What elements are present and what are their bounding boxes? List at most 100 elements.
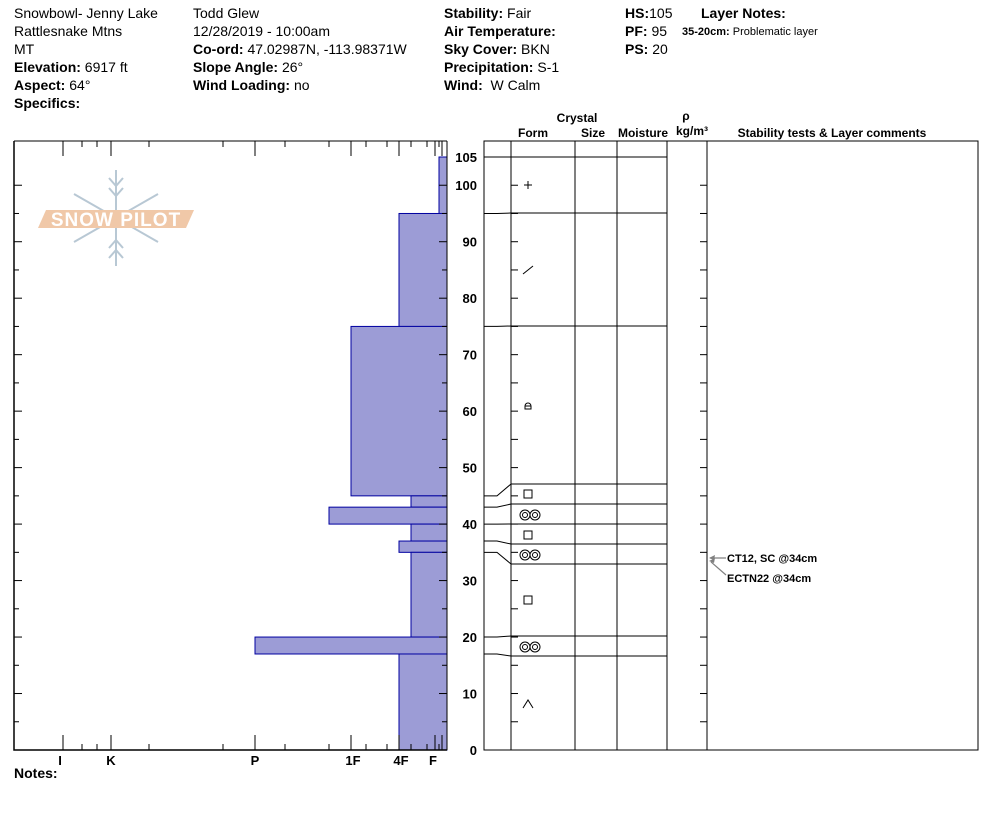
inner-circle [522,512,528,518]
observation-info: Todd Glew 12/28/2019 - 10:00am Co-ord: 4… [193,4,407,94]
pf: PF: 95 [625,23,668,39]
square-icon [523,595,533,605]
grid-frame [483,140,979,751]
depth-label: 50 [463,461,477,476]
square-icon [523,530,533,540]
stability-test-label: CT12, SC @34cm [727,553,817,565]
precipitation: Precipitation: S-1 [444,59,560,75]
outer-circle [519,509,531,521]
hardness-tick-label: K [106,753,116,768]
snowpilot-logo: SNOW PILOT [38,170,194,266]
outer-circle [529,549,541,561]
logo-text: SNOW PILOT [51,210,181,231]
header-crystal: Crystal [557,111,598,125]
layer-connector [484,653,512,657]
header-size: Size [581,126,605,140]
hardness-layer [398,212,448,327]
datetime: 12/28/2019 - 10:00am [193,23,330,39]
elevation: Elevation: 6917 ft [14,59,128,75]
header-moisture: Moisture [618,126,668,140]
layer-connector [484,503,512,508]
facet-stroke [524,402,532,410]
depth-label: 90 [463,235,477,250]
plus-stroke [524,181,532,189]
state: MT [14,41,35,57]
square-stroke [523,489,533,499]
square-stroke [523,595,533,605]
inner-circle [532,552,538,558]
aspect: Aspect: 64° [14,77,91,93]
depth-label: 20 [463,630,477,645]
air-temp: Air Temperature: [444,23,556,39]
depth-label: 100 [455,178,477,193]
depth-label: 60 [463,404,477,419]
layer-grid: CT12, SC @34cm ECTN22 @34cm [483,140,979,751]
depth-label: 10 [463,687,477,702]
square-stroke [523,530,533,540]
hardness-tick-label: 4F [393,753,408,768]
depth-label: 40 [463,517,477,532]
slash-icon [522,265,534,275]
double-circle-icon [519,549,541,561]
header-comments: Stability tests & Layer comments [738,126,927,140]
hardness-layer [410,495,448,508]
wind-loading: Wind Loading: no [193,77,310,93]
hardness-tick-label: 1F [345,753,360,768]
header-rho: ρ [682,109,689,123]
inner-circle [522,644,528,650]
hardness-plot: I K P 1F 4F F 0 10 20 30 40 50 60 70 80 90 100 105 [13,140,477,768]
hardness-layer [410,551,448,638]
slash-stroke [522,265,534,275]
arrow-head [709,557,715,563]
outer-circle [529,641,541,653]
location: Snowbowl- Jenny Lake [14,5,158,21]
range: Rattlesnake Mtns [14,23,123,39]
inner-circle [532,512,538,518]
stability-test-label: ECTN22 @34cm [727,573,811,585]
hardness-tick-label: P [251,753,260,768]
notes-label: Notes: [14,765,58,781]
column-headers: Crystal Form Size Moisture ρ kg/m³ Stabi… [518,109,927,140]
outer-circle [519,549,531,561]
hardness-layer [254,636,448,655]
depth-info: HS:105 PF: 95 PS: 20 [625,4,672,58]
rounded-facet-icon [524,402,532,410]
specifics: Specifics: [14,95,81,111]
depth-label: 80 [463,291,477,306]
wind: Wind: W Calm [444,77,541,93]
slope: Slope Angle: 26° [193,59,304,75]
coord: Co-ord: 47.02987N, -113.98371W [193,41,407,57]
layer-note: 35-20cm: Problematic layer [682,26,818,38]
header-form: Form [518,126,548,140]
inner-circle [522,552,528,558]
caret-stroke [522,699,534,709]
depth-label: 0 [470,743,477,758]
square-icon [523,489,533,499]
inner-circle [532,644,538,650]
double-circle-icon [519,509,541,521]
hardness-tick-label: I [58,753,62,768]
ps: PS: 20 [625,41,668,57]
hardness-layer [350,325,448,497]
hs: HS:105 [625,5,673,21]
hardness-layer [398,653,448,751]
layer-connector [484,551,512,565]
layer-connector [484,483,512,497]
hardness-layer [398,540,448,553]
hardness-layer [410,523,448,542]
header-density: kg/m³ [676,124,708,138]
caret-icon [522,699,534,709]
outer-circle [519,641,531,653]
double-circle-icon [519,641,541,653]
depth-label: 70 [463,348,477,363]
sky-cover: Sky Cover: BKN [444,41,550,57]
outer-circle [529,509,541,521]
layer-connector [484,635,512,638]
layer-connector [484,540,512,545]
hardness-tick-label: F [429,753,437,768]
hardness-layer [328,506,448,525]
site-info: Snowbowl- Jenny Lake Rattlesnake Mtns MT… [14,4,158,112]
plus-icon [524,181,532,189]
depth-label: 105 [455,150,477,165]
